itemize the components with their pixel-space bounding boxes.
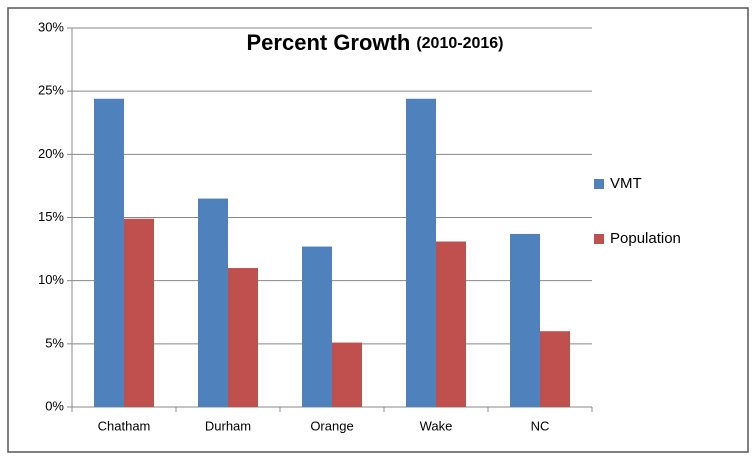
- legend-label: Population: [610, 230, 681, 247]
- bar: [94, 98, 124, 407]
- x-tick-label: Orange: [310, 418, 353, 433]
- x-tick-label: NC: [531, 418, 550, 433]
- chart-title: Percent Growth: [247, 30, 411, 55]
- bar: [198, 198, 228, 407]
- x-tick-label: Chatham: [98, 418, 151, 433]
- bar: [540, 331, 570, 407]
- y-tick-label: 15%: [38, 209, 64, 224]
- x-tick-label: Durham: [205, 418, 251, 433]
- chart-title-group: Percent Growth (2010-2016): [247, 30, 504, 55]
- y-tick-label: 25%: [38, 83, 64, 98]
- bar: [510, 233, 540, 407]
- y-tick-label: 5%: [45, 335, 64, 350]
- y-tick-label: 20%: [38, 146, 64, 161]
- y-tick-label: 10%: [38, 272, 64, 287]
- legend-label: VMT: [610, 175, 642, 192]
- bar: [302, 246, 332, 407]
- bar: [124, 218, 154, 407]
- bar: [228, 268, 258, 407]
- x-tick-label: Wake: [420, 418, 453, 433]
- chart-subtitle: (2010-2016): [416, 35, 503, 52]
- legend-swatch: [594, 234, 604, 244]
- y-tick-label: 0%: [45, 398, 64, 413]
- bar: [406, 98, 436, 407]
- y-tick-label: 30%: [38, 19, 64, 34]
- legend-swatch: [594, 179, 604, 189]
- bar: [332, 342, 362, 407]
- bar: [436, 241, 466, 407]
